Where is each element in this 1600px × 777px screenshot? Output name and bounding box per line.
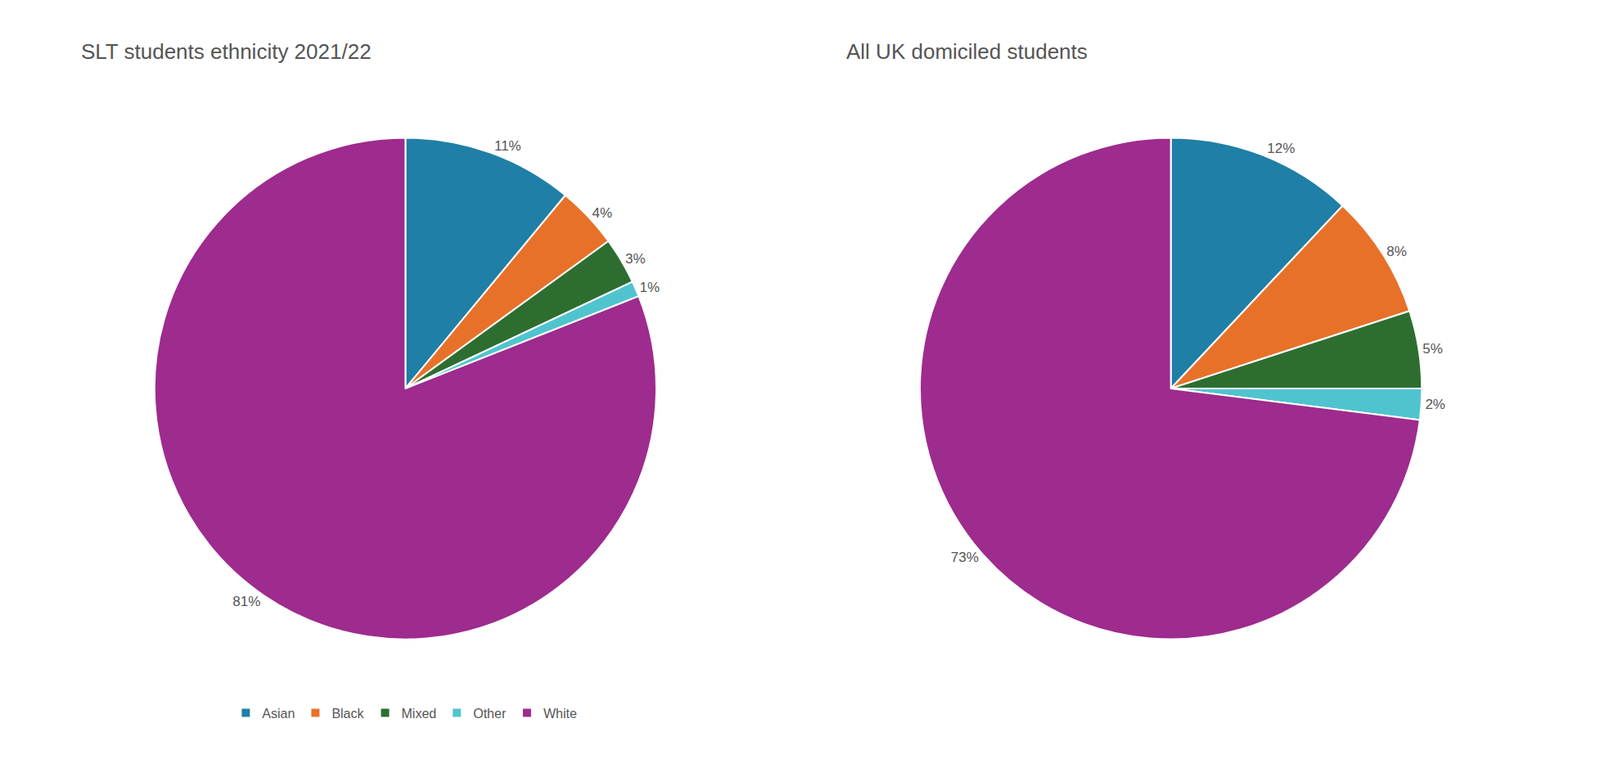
svg-text:2%: 2%: [1424, 396, 1446, 413]
svg-text:5%: 5%: [1422, 341, 1443, 357]
svg-text:3%: 3%: [625, 251, 646, 267]
svg-text:Other: Other: [473, 707, 507, 722]
svg-text:SLT students ethnicity 2021/22: SLT students ethnicity 2021/22: [81, 39, 372, 64]
svg-text:Mixed: Mixed: [401, 707, 438, 722]
svg-text:8%: 8%: [1386, 243, 1407, 260]
svg-text:White: White: [543, 707, 577, 722]
svg-text:All UK domiciled students: All UK domiciled students: [846, 39, 1088, 64]
svg-text:1%: 1%: [639, 279, 660, 296]
svg-text:11%: 11%: [494, 138, 522, 154]
svg-text:12%: 12%: [1266, 140, 1295, 157]
svg-text:4%: 4%: [592, 205, 613, 221]
svg-text:Black: Black: [331, 707, 365, 722]
svg-text:Asian: Asian: [261, 707, 295, 722]
svg-text:73%: 73%: [950, 549, 979, 566]
svg-text:81%: 81%: [232, 594, 261, 610]
